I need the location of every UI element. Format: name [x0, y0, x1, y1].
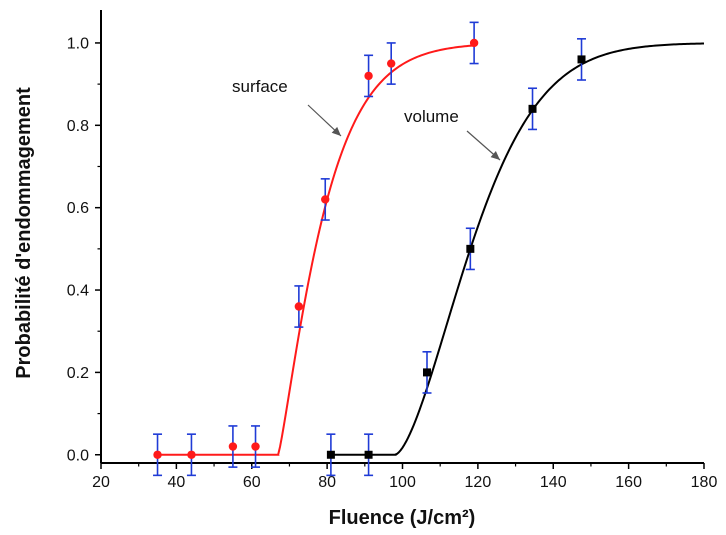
annotations: surface volume [232, 77, 459, 126]
point-surface-3 [251, 442, 260, 451]
x-tick-label-60: 60 [243, 474, 261, 491]
point-surface-8 [469, 38, 479, 48]
x-tick-label-180: 180 [691, 474, 718, 491]
annotation-arrow-surface-head [331, 126, 341, 136]
x-tick-label-120: 120 [465, 474, 492, 491]
point-surface-6 [364, 71, 373, 81]
y-tick-label-0.4: 0.4 [67, 283, 89, 300]
point-volume-5 [577, 55, 586, 64]
point-surface-4 [294, 302, 304, 311]
y-tick-label-0.2: 0.2 [67, 365, 89, 382]
y-axis-title: Probabilité d'endommagement [13, 87, 35, 379]
annotation-arrow-volume-head [490, 151, 500, 160]
x-tick-label-160: 160 [615, 474, 642, 491]
point-surface-0 [153, 450, 162, 459]
point-surface-5 [321, 195, 330, 204]
fit-curve-surface [157, 44, 475, 456]
y-tick-label-1.0: 1.0 [67, 35, 89, 52]
plot-area: 20 40 60 80 100 120 140 160 180 0.0 0.2 0.4 0.6 0.8 1.… [67, 10, 718, 491]
point-volume-1 [364, 450, 373, 459]
point-surface-2 [228, 442, 238, 451]
point-surface-1 [187, 450, 196, 459]
x-tick-label-80: 80 [318, 474, 336, 491]
x-tick-label-20: 20 [92, 474, 110, 491]
point-volume-2 [422, 368, 431, 377]
y-tick-label-0.0: 0.0 [67, 447, 89, 464]
x-tick-label-100: 100 [389, 474, 416, 491]
x-tick-label-140: 140 [540, 474, 567, 491]
fit-curve-volume [330, 42, 705, 456]
x-axis-title: Fluence (J/cm²) [329, 507, 476, 529]
y-tick-label-0.6: 0.6 [67, 200, 89, 217]
point-volume-3 [466, 244, 475, 253]
point-volume-4 [528, 104, 537, 113]
point-volume-0 [326, 450, 335, 459]
annotation-surface: surface [232, 77, 288, 96]
annotation-volume: volume [404, 107, 459, 126]
y-tick-label-0.8: 0.8 [67, 118, 89, 135]
point-surface-7 [386, 59, 396, 68]
x-tick-label-40: 40 [167, 474, 185, 491]
